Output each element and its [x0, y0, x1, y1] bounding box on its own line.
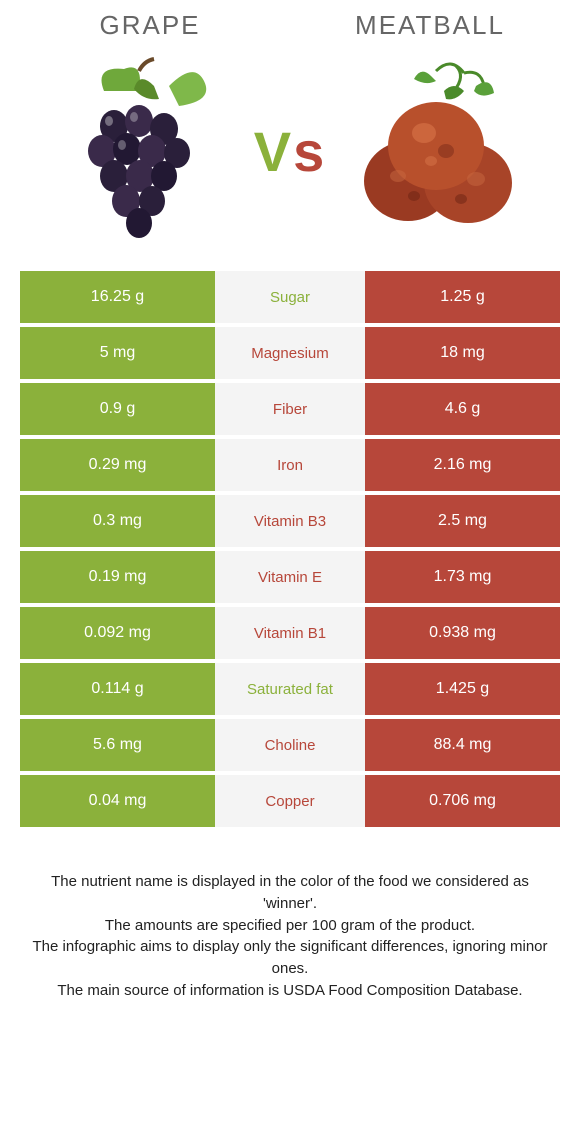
nutrient-table: 16.25 gSugar1.25 g5 mgMagnesium18 mg0.9 …: [20, 271, 560, 827]
nutrient-name: Vitamin B1: [215, 607, 365, 659]
vs-s: s: [293, 119, 326, 184]
left-value: 0.3 mg: [20, 495, 215, 547]
hero-row: Vs: [0, 51, 580, 251]
right-value: 4.6 g: [365, 383, 560, 435]
table-row: 0.9 gFiber4.6 g: [20, 383, 560, 435]
right-value: 1.25 g: [365, 271, 560, 323]
comparison-infographic: Grape Meatball: [0, 0, 580, 1002]
left-value: 0.114 g: [20, 663, 215, 715]
nutrient-name: Sugar: [215, 271, 365, 323]
vs-label: Vs: [254, 119, 327, 184]
table-row: 0.114 gSaturated fat1.425 g: [20, 663, 560, 715]
grape-icon: [44, 51, 244, 251]
table-row: 0.04 mgCopper0.706 mg: [20, 775, 560, 827]
left-title: Grape: [40, 10, 260, 41]
right-title: Meatball: [320, 10, 540, 41]
right-value: 88.4 mg: [365, 719, 560, 771]
nutrient-name: Vitamin E: [215, 551, 365, 603]
left-value: 0.092 mg: [20, 607, 215, 659]
nutrient-name: Magnesium: [215, 327, 365, 379]
right-value: 0.706 mg: [365, 775, 560, 827]
nutrient-name: Saturated fat: [215, 663, 365, 715]
table-row: 0.3 mgVitamin B32.5 mg: [20, 495, 560, 547]
nutrient-name: Fiber: [215, 383, 365, 435]
left-value: 0.19 mg: [20, 551, 215, 603]
right-value: 1.73 mg: [365, 551, 560, 603]
left-value: 0.04 mg: [20, 775, 215, 827]
right-value: 1.425 g: [365, 663, 560, 715]
footer-notes: The nutrient name is displayed in the co…: [0, 831, 580, 1002]
left-value: 16.25 g: [20, 271, 215, 323]
footer-line: The nutrient name is displayed in the co…: [30, 871, 550, 915]
nutrient-name: Iron: [215, 439, 365, 491]
nutrient-name: Vitamin B3: [215, 495, 365, 547]
nutrient-name: Copper: [215, 775, 365, 827]
vs-v: V: [254, 119, 293, 184]
table-row: 16.25 gSugar1.25 g: [20, 271, 560, 323]
left-value: 5.6 mg: [20, 719, 215, 771]
titles-row: Grape Meatball: [0, 10, 580, 41]
footer-line: The amounts are specified per 100 gram o…: [30, 915, 550, 937]
footer-line: The infographic aims to display only the…: [30, 936, 550, 980]
right-value: 2.16 mg: [365, 439, 560, 491]
footer-line: The main source of information is USDA F…: [30, 980, 550, 1002]
right-value: 2.5 mg: [365, 495, 560, 547]
table-row: 0.29 mgIron2.16 mg: [20, 439, 560, 491]
table-row: 0.19 mgVitamin E1.73 mg: [20, 551, 560, 603]
right-value: 0.938 mg: [365, 607, 560, 659]
nutrient-name: Choline: [215, 719, 365, 771]
left-value: 5 mg: [20, 327, 215, 379]
left-value: 0.9 g: [20, 383, 215, 435]
table-row: 0.092 mgVitamin B10.938 mg: [20, 607, 560, 659]
table-row: 5 mgMagnesium18 mg: [20, 327, 560, 379]
left-value: 0.29 mg: [20, 439, 215, 491]
meatball-icon: [336, 51, 536, 251]
right-value: 18 mg: [365, 327, 560, 379]
table-row: 5.6 mgCholine88.4 mg: [20, 719, 560, 771]
